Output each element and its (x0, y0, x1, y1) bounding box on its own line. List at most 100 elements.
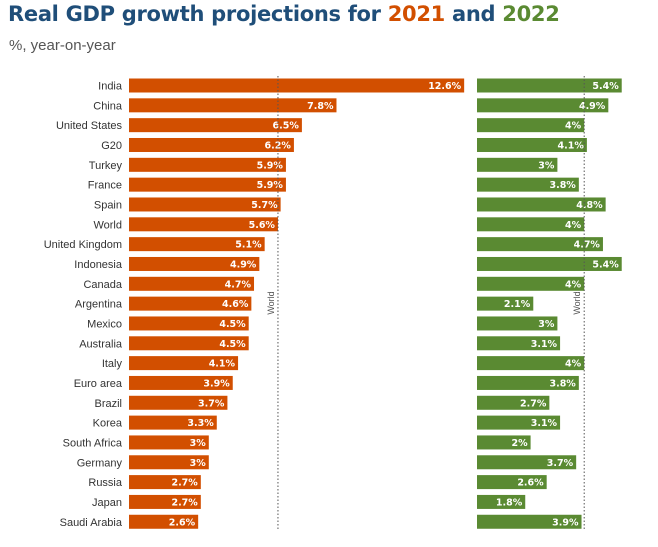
bar-2022 (477, 455, 577, 470)
value-label-2021: 4.5% (219, 319, 246, 330)
category-label: Spain (94, 199, 122, 211)
value-label-2021: 3.3% (187, 418, 214, 429)
value-label-2022: 2.1% (504, 299, 531, 310)
value-label-2022: 3.8% (549, 180, 576, 191)
title-prefix: Real GDP growth projections for (8, 2, 388, 26)
world-reference-label: World (266, 291, 276, 314)
value-label-2021: 6.2% (265, 140, 292, 151)
value-label-2021: 2.6% (169, 517, 196, 528)
bar-2021 (129, 118, 302, 133)
bar-2022 (477, 296, 534, 311)
value-label-2021: 4.9% (230, 259, 257, 270)
value-label-2021: 12.6% (428, 81, 461, 92)
bar-2021 (129, 237, 265, 252)
value-label-2021: 5.1% (235, 240, 262, 251)
world-reference-label: World (572, 291, 582, 314)
bar-2021 (129, 296, 252, 311)
value-label-2021: 3% (190, 458, 207, 469)
bar-2021 (129, 98, 337, 113)
value-label-2022: 4% (565, 220, 582, 231)
title-year-2021: 2021 (387, 2, 446, 26)
bar-2022 (477, 475, 547, 490)
bar-2022 (477, 356, 585, 371)
bar-2021 (129, 78, 465, 93)
bar-2021 (129, 276, 255, 291)
category-label: Turkey (89, 160, 123, 172)
bar-2022 (477, 375, 579, 390)
value-label-2022: 3.1% (531, 418, 558, 429)
category-label: Euro area (74, 378, 123, 390)
bar-2021 (129, 455, 209, 470)
bar-2021 (129, 475, 201, 490)
bar-2021 (129, 514, 199, 529)
value-label-2021: 6.5% (273, 121, 300, 132)
value-label-2021: 5.6% (249, 220, 276, 231)
value-label-2022: 3% (538, 319, 555, 330)
bar-2022 (477, 157, 558, 172)
category-label: France (88, 180, 122, 192)
chart-title: Real GDP growth projections for 2021 and… (8, 2, 560, 26)
value-label-2022: 2% (511, 438, 528, 449)
category-label: United Kingdom (44, 239, 122, 251)
bar-2021 (129, 494, 201, 509)
value-label-2022: 3% (538, 160, 555, 171)
value-label-2021: 3% (190, 438, 207, 449)
value-label-2021: 4.5% (219, 339, 246, 350)
bar-2022 (477, 217, 585, 232)
value-label-2022: 3.8% (549, 378, 576, 389)
bar-2022 (477, 237, 603, 252)
category-label: Indonesia (74, 259, 123, 271)
bar-2021 (129, 197, 281, 212)
bar-2022 (477, 137, 587, 152)
value-label-2021: 4.7% (225, 279, 252, 290)
value-label-2022: 4.7% (574, 240, 601, 251)
value-label-2022: 4.8% (576, 200, 603, 211)
category-label: Japan (92, 497, 122, 509)
value-label-2021: 5.7% (251, 200, 278, 211)
category-label: Brazil (94, 398, 122, 410)
bar-2021 (129, 375, 233, 390)
bar-2021 (129, 177, 286, 192)
category-label: Saudi Arabia (60, 517, 123, 529)
value-label-2022: 2.7% (520, 398, 547, 409)
bar-2021 (129, 217, 278, 232)
bar-2022 (477, 415, 561, 430)
value-label-2022: 5.4% (592, 259, 619, 270)
value-label-2021: 2.7% (171, 497, 198, 508)
value-label-2021: 3.7% (198, 398, 225, 409)
value-label-2022: 3.7% (547, 458, 574, 469)
bar-2022 (477, 118, 585, 133)
bar-2021 (129, 316, 249, 331)
category-label: Argentina (75, 299, 123, 311)
value-label-2021: 4.1% (209, 359, 236, 370)
bar-2022 (477, 78, 622, 93)
value-label-2022: 5.4% (592, 81, 619, 92)
bar-2021 (129, 435, 209, 450)
category-label: Italy (102, 358, 123, 370)
bar-2022 (477, 395, 550, 410)
category-label: United States (56, 120, 123, 132)
category-label: G20 (101, 140, 122, 152)
chart-subtitle: %, year-on-year (9, 37, 116, 54)
value-label-2022: 2.6% (517, 478, 544, 489)
value-label-2021: 7.8% (307, 101, 334, 112)
title-year-2022: 2022 (502, 2, 560, 26)
bar-2022 (477, 494, 526, 509)
bar-2022 (477, 276, 585, 291)
bar-2022 (477, 177, 579, 192)
value-label-2022: 4.1% (558, 140, 585, 151)
bar-2021 (129, 256, 260, 271)
bar-2021 (129, 157, 286, 172)
value-label-2021: 3.9% (203, 378, 230, 389)
value-label-2021: 5.9% (257, 160, 284, 171)
bar-2022 (477, 336, 561, 351)
category-label: World (93, 219, 122, 231)
value-label-2022: 1.8% (496, 497, 523, 508)
category-label: South Africa (63, 437, 123, 449)
bar-2022 (477, 256, 622, 271)
category-label: China (93, 100, 123, 112)
value-label-2022: 3.1% (531, 339, 558, 350)
bar-2021 (129, 415, 217, 430)
value-label-2021: 2.7% (171, 478, 198, 489)
